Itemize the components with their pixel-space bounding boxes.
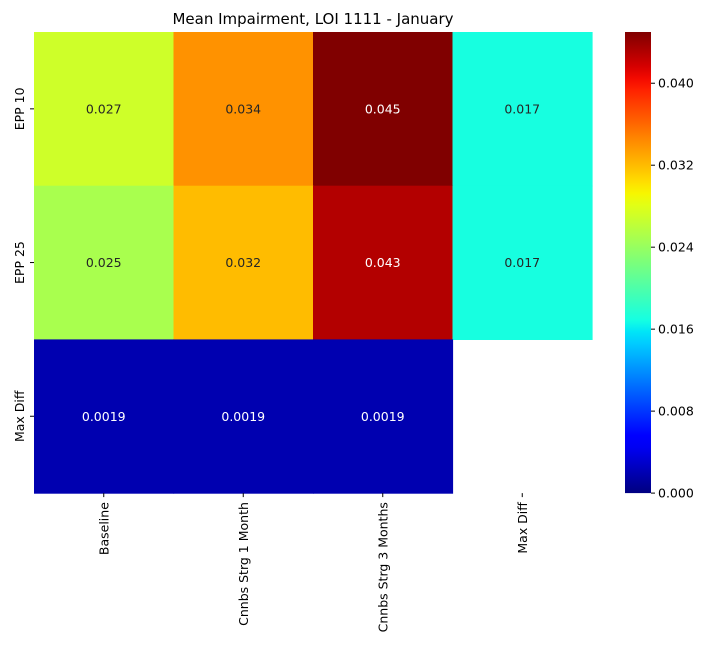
x-tick-label: Cnnbs Strg 3 Months (375, 502, 390, 632)
colorbar-tick-label: 0.032 (658, 158, 694, 173)
heatmap-cell (452, 32, 593, 187)
heatmap-cell-label: 0.017 (504, 255, 540, 270)
colorbar-gradient (625, 32, 651, 494)
heatmap-cell-label: 0.032 (225, 255, 261, 270)
heatmap-cell (313, 339, 454, 494)
heatmap-cell-label: 0.0019 (221, 409, 265, 424)
heatmap-cell (173, 185, 314, 340)
heatmap-cells: 0.027 0.034 0.045 0.017 0.025 0.032 0.043 0.017… (34, 32, 593, 494)
heatmap-cell (313, 32, 454, 187)
chart-title: Mean Impairment, LOI 1111 - January (172, 10, 453, 28)
colorbar-tick-label: 0.040 (658, 76, 694, 91)
x-tick-label: Cnnbs Strg 1 Month (236, 502, 251, 626)
y-tick-label: EPP 10 (12, 87, 27, 130)
heatmap-cell (34, 32, 175, 187)
heatmap-cell-label: 0.025 (86, 255, 122, 270)
heatmap-cell-label: 0.027 (86, 101, 122, 116)
heatmap-cell (34, 185, 175, 340)
heatmap-cell-label: 0.0019 (82, 409, 126, 424)
x-tick-label: Max Diff (515, 502, 530, 554)
heatmap-cell-label: 0.0019 (361, 409, 405, 424)
colorbar-tick-label: 0.016 (658, 322, 694, 337)
colorbar: 0.000 0.008 0.016 0.024 0.032 0.040 (625, 32, 694, 501)
heatmap-cell (34, 339, 175, 494)
y-tick-label: Max Diff (12, 390, 27, 442)
heatmap-cell (452, 185, 593, 340)
heatmap-cell (173, 339, 314, 494)
heatmap-cell-label: 0.017 (504, 101, 540, 116)
colorbar-tick-label: 0.008 (658, 404, 694, 419)
x-axis: Baseline Cnnbs Strg 1 Month Cnnbs Strg 3 M… (96, 493, 530, 632)
heatmap-cell-label: 0.045 (365, 101, 401, 116)
colorbar-tick-label: 0.024 (658, 240, 694, 255)
heatmap-cell-label: 0.043 (365, 255, 401, 270)
y-tick-label: EPP 25 (12, 241, 27, 284)
y-axis: EPP 10 EPP 25 Max Diff (12, 87, 34, 442)
heatmap-cell (313, 185, 454, 340)
heatmap-cell (173, 32, 314, 187)
colorbar-tick-label: 0.000 (658, 486, 694, 501)
x-tick-label: Baseline (96, 502, 111, 555)
heatmap-cell-label: 0.034 (225, 101, 261, 116)
